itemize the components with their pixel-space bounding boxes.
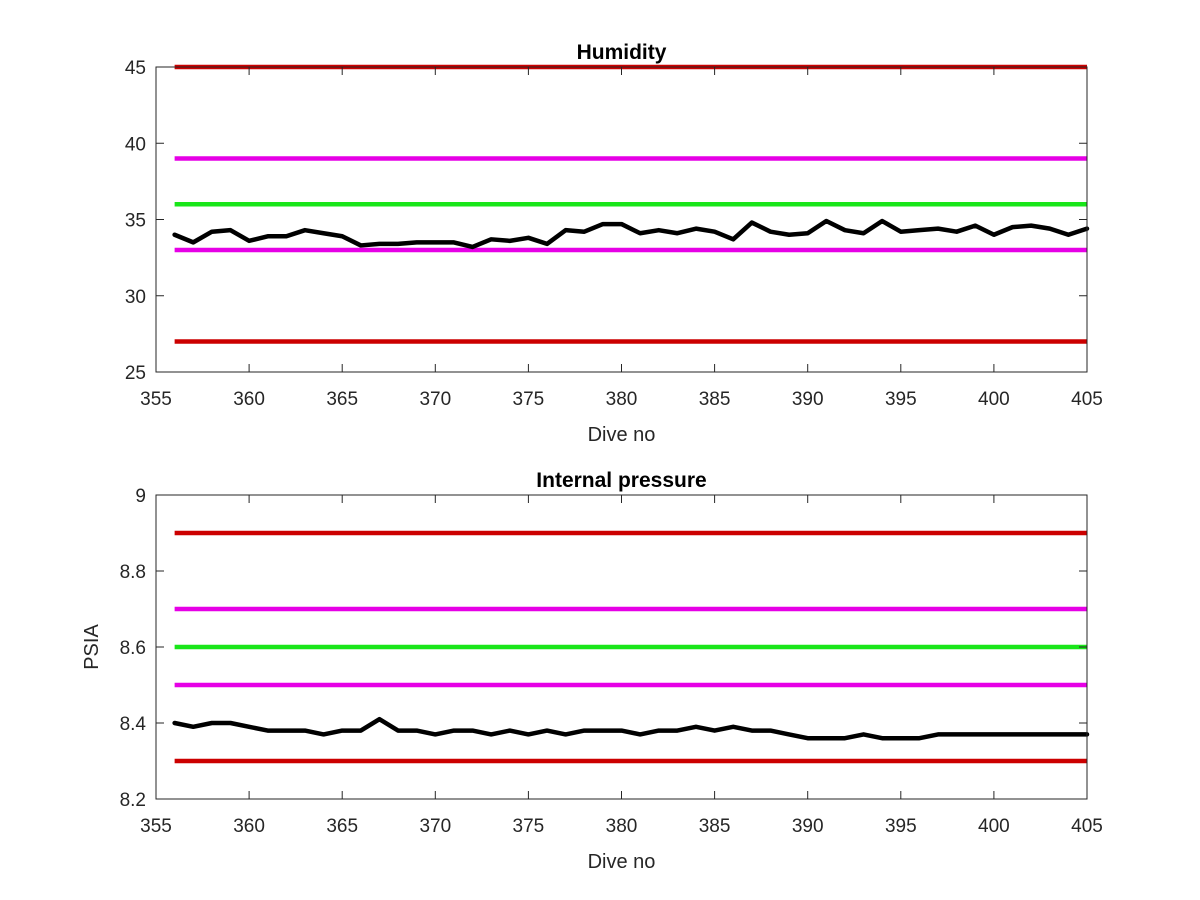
x-tick-label: 360 — [233, 389, 265, 410]
x-tick-label: 370 — [419, 389, 451, 410]
y-tick-label: 35 — [125, 211, 146, 232]
x-tick-label: 400 — [978, 389, 1010, 410]
x-tick-label: 405 — [1071, 389, 1103, 410]
y-tick-label: 8.2 — [120, 790, 146, 811]
x-tick-label: 400 — [978, 816, 1010, 837]
humidity-plot: 355 360 365 370 375 380 385 390 395 400 405 25 30 35 4… — [125, 41, 1103, 446]
y-tick-label: 9 — [135, 486, 146, 507]
x-tick-label: 375 — [513, 389, 545, 410]
y-tick-label: 8.4 — [120, 714, 147, 735]
x-tick-label: 405 — [1071, 816, 1103, 837]
y-tick-label: 8.8 — [120, 562, 146, 583]
x-axis-label: Dive no — [588, 424, 656, 446]
x-tick-label: 370 — [419, 816, 451, 837]
x-tick-label: 395 — [885, 816, 917, 837]
x-tick-label: 385 — [699, 816, 731, 837]
x-tick-label: 355 — [140, 389, 172, 410]
axes-box — [155, 66, 1088, 373]
x-tick-label: 390 — [792, 389, 824, 410]
y-tick-label: 8.6 — [120, 638, 146, 659]
x-tick-label: 365 — [326, 816, 358, 837]
chart-title: Internal pressure — [536, 469, 706, 492]
x-tick-label: 380 — [606, 389, 638, 410]
series-line — [172, 716, 1090, 741]
x-tick-label: 360 — [233, 816, 265, 837]
x-tick-label: 355 — [140, 816, 172, 837]
y-tick-label: 40 — [125, 134, 146, 155]
x-tick-label: 375 — [513, 816, 545, 837]
x-tick-label: 385 — [699, 389, 731, 410]
y-axis-label: PSIA — [81, 624, 103, 670]
y-tick-label: 30 — [125, 287, 146, 308]
internal-pressure-plot: 355 360 365 370 375 380 385 390 395 400 405 8.2 8.4 8… — [81, 469, 1103, 873]
x-tick-label: 365 — [326, 389, 358, 410]
x-tick-label: 390 — [792, 816, 824, 837]
chart-title: Humidity — [577, 41, 667, 64]
x-tick-label: 395 — [885, 389, 917, 410]
y-tick-label: 25 — [125, 363, 146, 384]
series-line — [172, 218, 1090, 250]
x-axis-label: Dive no — [588, 851, 656, 873]
x-tick-label: 380 — [606, 816, 638, 837]
y-tick-label: 45 — [125, 58, 146, 79]
